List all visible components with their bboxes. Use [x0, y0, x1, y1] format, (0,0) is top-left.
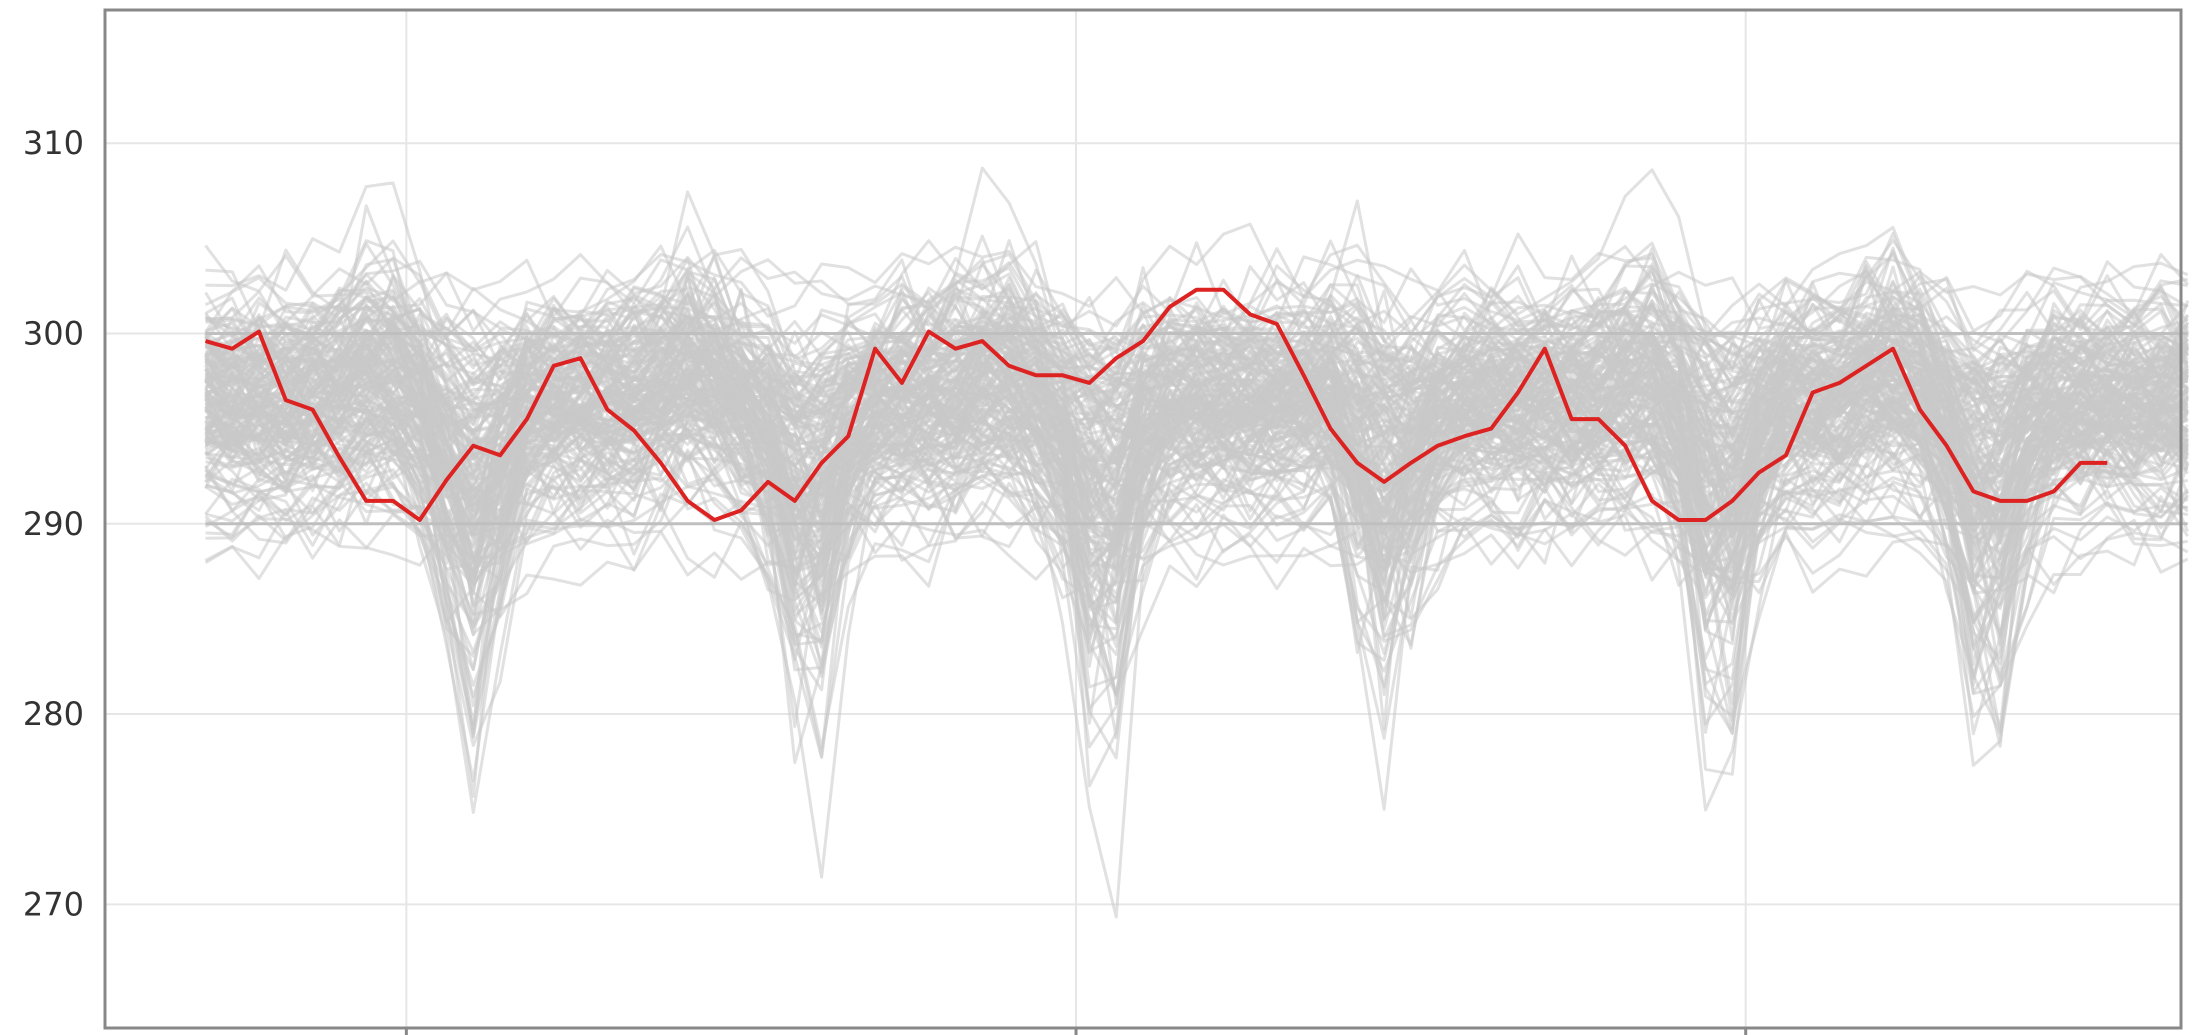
ensemble-trace [204, 439, 2189, 719]
ensemble-trace [204, 281, 2189, 448]
ensemble-trace [205, 396, 2189, 560]
ensemble-trace [205, 330, 2189, 461]
ensemble-trace [204, 309, 2189, 522]
y-tick-label: 310 [23, 124, 84, 162]
reference-band-lines [205, 331, 2188, 526]
ensemble-trace [204, 418, 2189, 607]
ensemble-trace [205, 302, 2189, 452]
ensemble-trace [205, 392, 2189, 655]
plot-frame [103, 8, 2183, 1030]
ensemble-trace [204, 458, 2189, 556]
y-axis-tick-labels: 270 280 290 300 310 [23, 124, 84, 923]
ensemble-trace [204, 383, 2189, 601]
y-tick-label: 270 [23, 885, 84, 923]
ensemble-trace [204, 231, 2189, 344]
ensemble-trace [205, 414, 2188, 536]
highlight-series [204, 287, 2108, 522]
y-tick-label: 290 [23, 505, 84, 543]
y-tick-label: 280 [23, 695, 84, 733]
ensemble-trace [204, 356, 2189, 631]
ensemble-trace [204, 222, 2188, 361]
ensemble-trace [204, 325, 2189, 448]
y-tick-label: 300 [23, 314, 84, 352]
ensemble-trace [204, 279, 2189, 398]
ensemble-trace [205, 439, 2189, 750]
ensemble-trace [204, 468, 2188, 767]
highlight-series-line [204, 287, 2108, 522]
ensemble-trace [204, 468, 2188, 607]
